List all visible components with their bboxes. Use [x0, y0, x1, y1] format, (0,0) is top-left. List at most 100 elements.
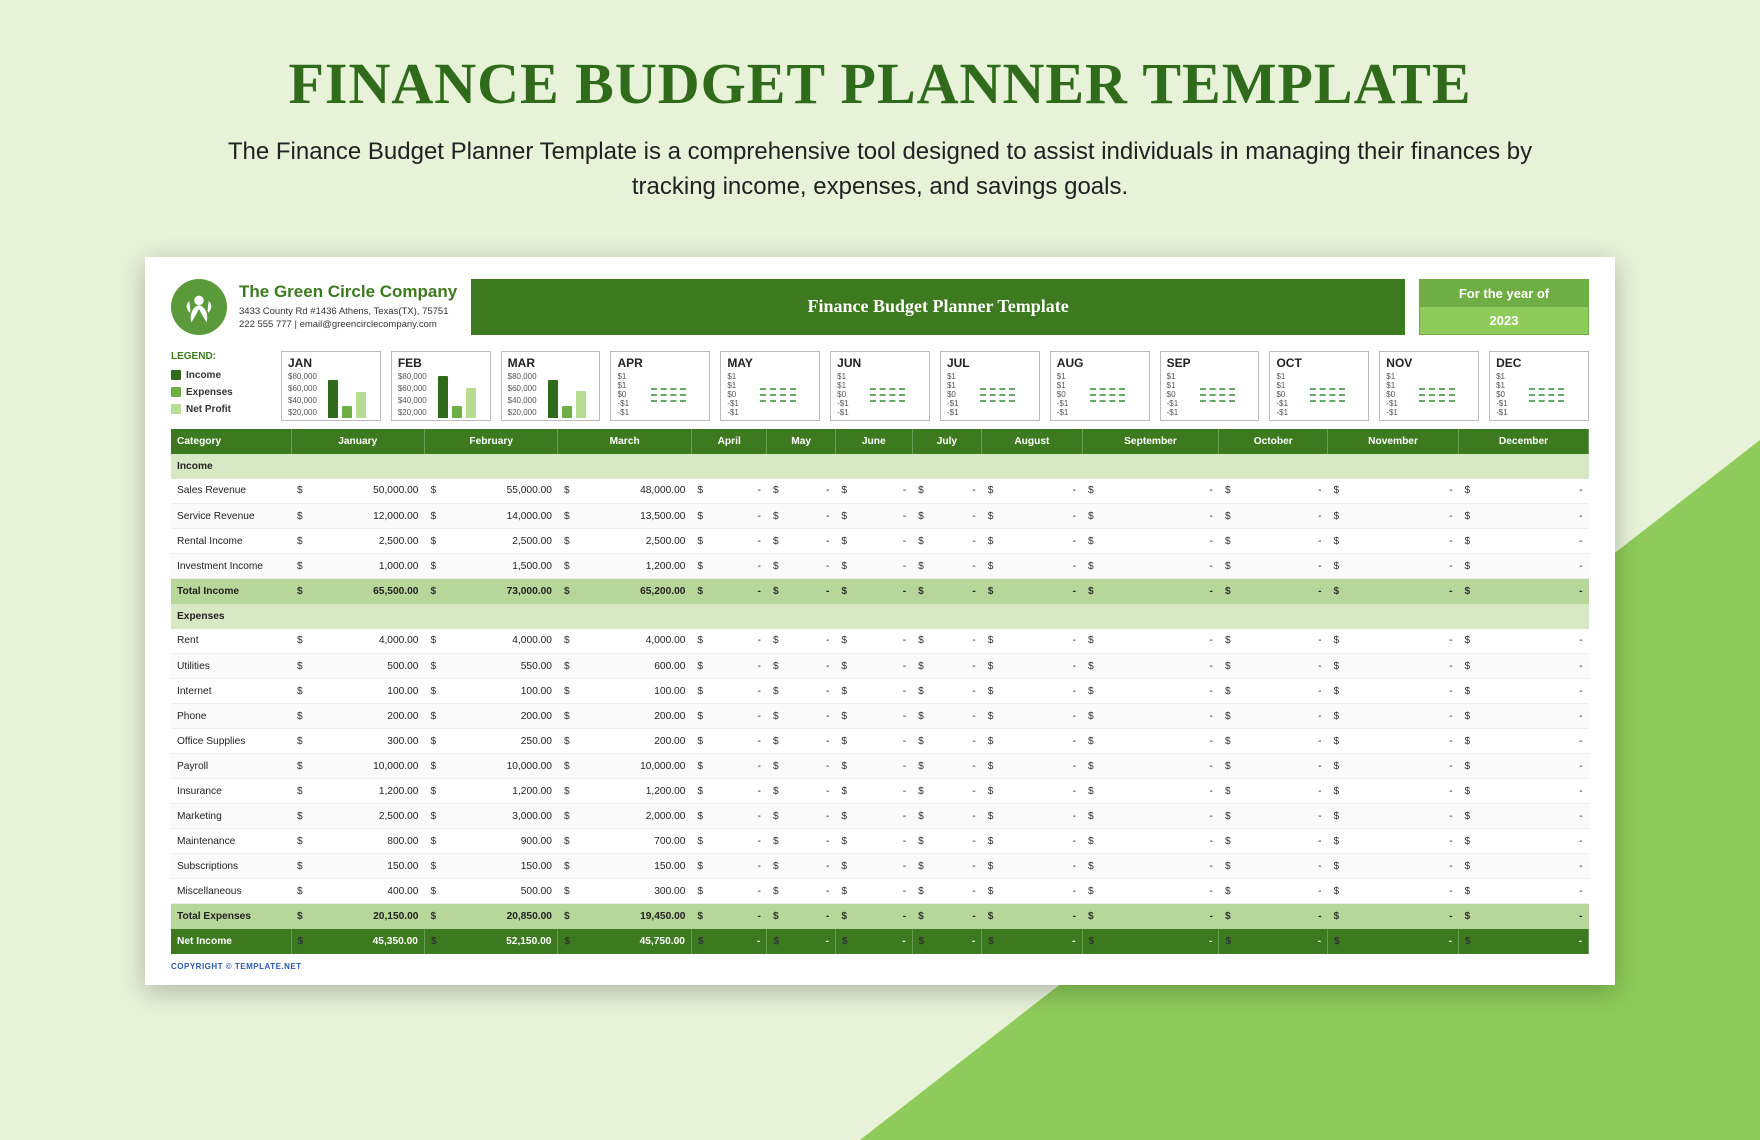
- money-cell: $ -: [835, 729, 912, 754]
- money-cell: $ 10,000.00: [558, 754, 691, 779]
- section-row: Expenses: [171, 604, 1589, 629]
- section-label: Income: [171, 454, 1589, 479]
- money-cell: $ -: [835, 679, 912, 704]
- money-cell: $ -: [1328, 829, 1459, 854]
- money-cell: $ -: [982, 479, 1082, 504]
- net-label: Net Income: [171, 929, 291, 954]
- money-cell: $ -: [1219, 829, 1328, 854]
- table-header-cell: October: [1219, 429, 1328, 454]
- money-cell: $ -: [835, 654, 912, 679]
- money-cell: $ 900.00: [424, 829, 557, 854]
- money-cell: $ -: [982, 654, 1082, 679]
- money-cell: $ -: [1082, 504, 1219, 529]
- money-cell: $ -: [982, 554, 1082, 579]
- mini-chart-ylabels: $80,000$60,000$40,000$20,000: [508, 372, 537, 418]
- mini-chart-title: DEC: [1496, 356, 1582, 370]
- mini-chart-empty: [743, 372, 813, 418]
- row-label: Marketing: [171, 804, 291, 829]
- money-cell: $ -: [912, 654, 982, 679]
- money-cell: $ -: [912, 879, 982, 904]
- mini-chart: NOV$1$1$0-$1-$1: [1379, 351, 1479, 421]
- table-header-cell: August: [982, 429, 1082, 454]
- money-cell: $ -: [1328, 804, 1459, 829]
- hero: FINANCE BUDGET PLANNER TEMPLATE The Fina…: [0, 0, 1760, 235]
- year-box: For the year of 2023: [1419, 279, 1589, 335]
- money-cell: $ -: [982, 879, 1082, 904]
- table-header-cell: November: [1328, 429, 1459, 454]
- chart-bar: [452, 406, 462, 418]
- money-cell: $ -: [691, 729, 767, 754]
- money-cell: $ 45,750.00: [558, 929, 691, 954]
- legend-swatch: [171, 404, 181, 414]
- row-label: Miscellaneous: [171, 879, 291, 904]
- money-cell: $ -: [1082, 579, 1219, 604]
- legend-item: Expenses: [171, 387, 271, 398]
- mini-chart: SEP$1$1$0-$1-$1: [1160, 351, 1260, 421]
- row-label: Maintenance: [171, 829, 291, 854]
- table-row: Marketing$ 2,500.00$ 3,000.00$ 2,000.00$…: [171, 804, 1589, 829]
- money-cell: $ -: [1459, 654, 1589, 679]
- table-row: Office Supplies$ 300.00$ 250.00$ 200.00$…: [171, 729, 1589, 754]
- money-cell: $ -: [1328, 854, 1459, 879]
- mini-chart-empty: [1292, 372, 1362, 418]
- money-cell: $ -: [835, 554, 912, 579]
- money-cell: $ -: [1082, 704, 1219, 729]
- money-cell: $ 52,150.00: [424, 929, 557, 954]
- money-cell: $ -: [912, 554, 982, 579]
- money-cell: $ -: [912, 504, 982, 529]
- footer-note: COPYRIGHT © TEMPLATE.NET: [171, 962, 1589, 971]
- mini-chart-bars: [541, 372, 594, 418]
- money-cell: $ -: [1082, 529, 1219, 554]
- money-cell: $ 550.00: [424, 654, 557, 679]
- budget-table: CategoryJanuaryFebruaryMarchAprilMayJune…: [171, 429, 1589, 954]
- money-cell: $ -: [835, 704, 912, 729]
- sheet-header: The Green Circle Company 3433 County Rd …: [171, 279, 1589, 335]
- money-cell: $ -: [1328, 579, 1459, 604]
- money-cell: $ -: [912, 629, 982, 654]
- row-label: Investment Income: [171, 554, 291, 579]
- money-cell: $ 150.00: [291, 854, 424, 879]
- row-label: Payroll: [171, 754, 291, 779]
- money-cell: $ 200.00: [558, 729, 691, 754]
- money-cell: $ -: [1082, 629, 1219, 654]
- money-cell: $ -: [912, 754, 982, 779]
- money-cell: $ -: [767, 704, 835, 729]
- money-cell: $ -: [1219, 529, 1328, 554]
- money-cell: $ -: [691, 529, 767, 554]
- money-cell: $ -: [1082, 854, 1219, 879]
- table-row: Service Revenue$ 12,000.00$ 14,000.00$ 1…: [171, 504, 1589, 529]
- money-cell: $ -: [1082, 654, 1219, 679]
- charts-row: LEGEND: IncomeExpensesNet Profit JAN$80,…: [171, 351, 1589, 421]
- money-cell: $ -: [1219, 754, 1328, 779]
- mini-chart: DEC$1$1$0-$1-$1: [1489, 351, 1589, 421]
- row-label: Utilities: [171, 654, 291, 679]
- table-row: Utilities$ 500.00$ 550.00$ 600.00$ -$ -$…: [171, 654, 1589, 679]
- table-header-cell: February: [424, 429, 557, 454]
- money-cell: $ -: [691, 679, 767, 704]
- money-cell: $ 4,000.00: [291, 629, 424, 654]
- mini-chart-ylabels: $1$1$0-$1-$1: [1276, 372, 1288, 418]
- money-cell: $ -: [1328, 904, 1459, 929]
- table-header-cell: Category: [171, 429, 291, 454]
- money-cell: $ -: [1082, 929, 1219, 954]
- money-cell: $ 19,450.00: [558, 904, 691, 929]
- mini-chart-ylabels: $1$1$0-$1-$1: [837, 372, 849, 418]
- chart-bar: [328, 380, 338, 418]
- money-cell: $ -: [982, 904, 1082, 929]
- table-row: Miscellaneous$ 400.00$ 500.00$ 300.00$ -…: [171, 879, 1589, 904]
- money-cell: $ -: [1219, 929, 1328, 954]
- table-header-cell: July: [912, 429, 982, 454]
- total-label: Total Income: [171, 579, 291, 604]
- mini-chart-title: NOV: [1386, 356, 1472, 370]
- money-cell: $ 12,000.00: [291, 504, 424, 529]
- money-cell: $ -: [1219, 679, 1328, 704]
- chart-bar: [438, 376, 448, 418]
- money-cell: $ -: [912, 679, 982, 704]
- money-cell: $ -: [912, 579, 982, 604]
- money-cell: $ 13,500.00: [558, 504, 691, 529]
- money-cell: $ -: [835, 504, 912, 529]
- table-row: Rent$ 4,000.00$ 4,000.00$ 4,000.00$ -$ -…: [171, 629, 1589, 654]
- chart-bar: [356, 392, 366, 418]
- money-cell: $ 1,200.00: [291, 779, 424, 804]
- money-cell: $ -: [1328, 504, 1459, 529]
